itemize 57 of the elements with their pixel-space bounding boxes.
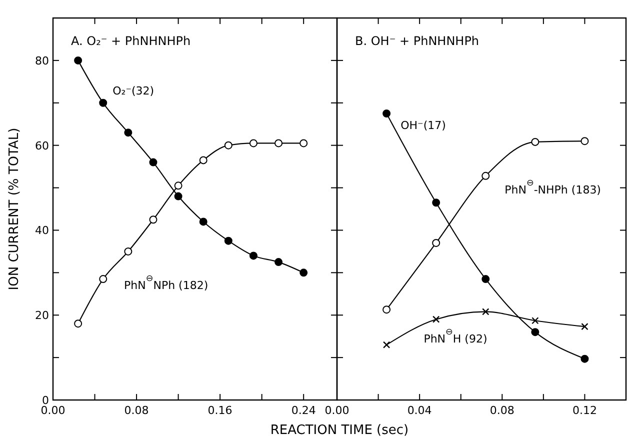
point <box>300 268 308 277</box>
point <box>382 306 391 314</box>
point <box>149 158 158 166</box>
point <box>580 354 589 363</box>
y-tick-label: 20 <box>35 309 49 322</box>
point <box>432 238 440 247</box>
y-tick-label: 60 <box>35 139 49 152</box>
point <box>224 236 232 245</box>
point <box>224 141 232 150</box>
y-tick-label: 0 <box>42 394 49 407</box>
point <box>249 252 258 260</box>
point <box>300 139 308 148</box>
x-tick-label: 0.12 <box>572 404 597 417</box>
series-label: PhN$^{⊖}$H (92) <box>424 328 488 346</box>
series-label: OH⁻(17) <box>400 118 446 132</box>
x-tick-label: 0.24 <box>291 404 316 417</box>
x-tick-label: 0.04 <box>407 404 432 417</box>
x-tick-label: 0.16 <box>208 404 232 417</box>
point <box>382 110 391 118</box>
point <box>74 320 82 328</box>
point <box>99 275 108 284</box>
point <box>580 137 589 146</box>
point <box>74 56 82 64</box>
point <box>174 182 182 190</box>
x-tick-label: 0.08 <box>490 404 514 417</box>
point <box>274 258 283 266</box>
x-tick-label: 0.00 <box>324 404 350 417</box>
x-tick-label: 0.08 <box>124 404 149 417</box>
y-tick-label: 40 <box>35 224 49 238</box>
point <box>199 156 208 164</box>
point <box>124 247 132 256</box>
series-label: PhN$^{⊖}$NPh (182) <box>124 274 208 292</box>
point <box>532 317 539 324</box>
point <box>581 322 588 330</box>
y-tick-label: 80 <box>35 54 49 68</box>
point <box>531 328 540 336</box>
x-tick-label: 0.00 <box>40 404 66 417</box>
point <box>531 138 540 146</box>
point <box>482 172 490 180</box>
point <box>482 275 490 284</box>
point <box>124 128 132 137</box>
point <box>432 198 440 207</box>
point <box>174 192 182 200</box>
text: B. OH⁻ + PhNHNHPh <box>355 34 480 48</box>
x-axis-title: REACTION TIME (sec) <box>270 423 409 438</box>
point <box>382 341 390 348</box>
point <box>482 308 490 316</box>
y-axis-title: ION CURRENT (% TOTAL) <box>7 128 22 290</box>
point <box>199 218 208 226</box>
point <box>99 98 108 107</box>
point <box>249 139 258 148</box>
point <box>149 216 158 224</box>
text: A. O₂⁻ + PhNHNHPh <box>71 34 191 48</box>
point <box>274 139 283 148</box>
legend-label: PhN$^{⊖}$-NHPh (183) <box>504 178 601 197</box>
point <box>432 316 440 323</box>
series-label: O₂⁻(32) <box>112 84 154 98</box>
